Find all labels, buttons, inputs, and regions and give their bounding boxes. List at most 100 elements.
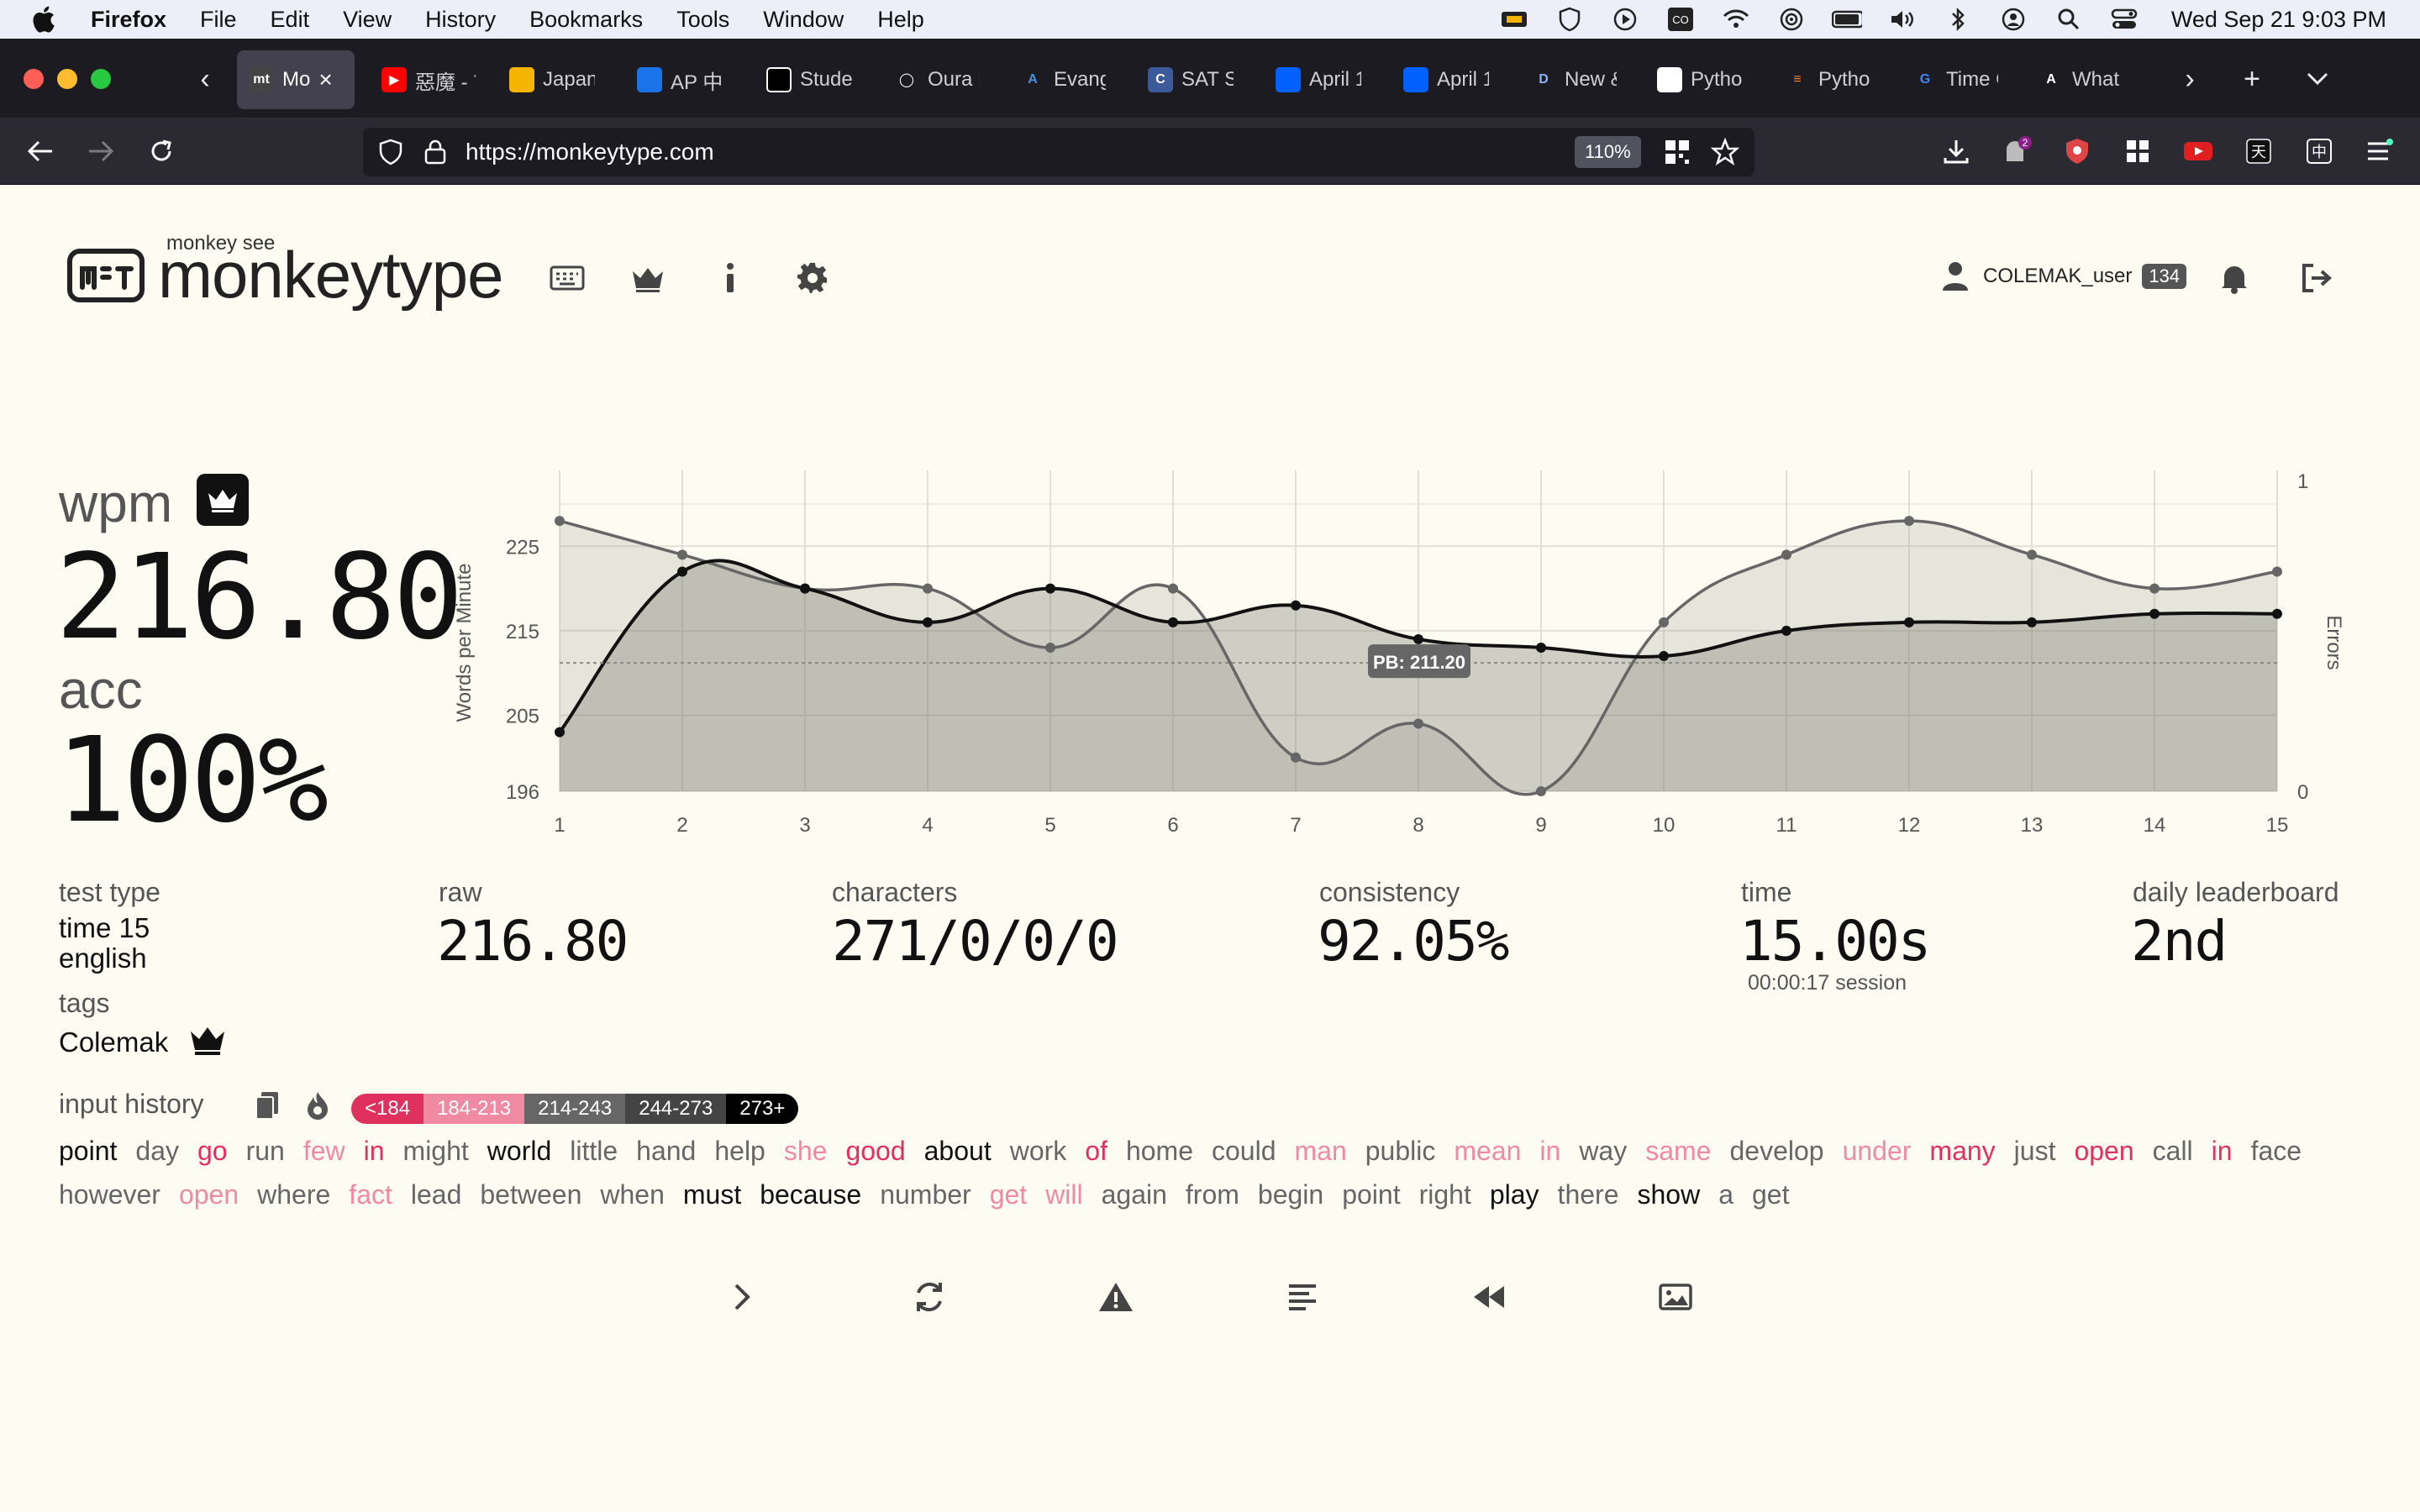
wifi-icon[interactable] (1721, 7, 1751, 32)
tag-colemak[interactable]: Colemak (59, 1026, 169, 1058)
history-word[interactable]: little (570, 1136, 618, 1166)
data-point-wpm[interactable] (2149, 608, 2160, 619)
shield-check-icon[interactable] (1555, 7, 1585, 32)
about-info-icon[interactable] (711, 259, 750, 297)
history-word[interactable]: open (178, 1179, 239, 1210)
history-word[interactable]: world (487, 1136, 552, 1166)
history-word[interactable]: in (2211, 1136, 2233, 1166)
tab-python-2[interactable]: ≡ Pytho (1773, 50, 1882, 109)
words-history-icon[interactable] (1279, 1273, 1326, 1320)
copy-words-icon[interactable] (250, 1089, 284, 1122)
data-point-wpm[interactable] (1536, 643, 1546, 653)
menu-view[interactable]: View (343, 6, 392, 32)
history-word[interactable]: point (59, 1136, 118, 1166)
tab-monkeytype[interactable]: mt Mo × (237, 50, 355, 109)
data-point-raw[interactable] (1781, 549, 1791, 560)
history-word[interactable]: might (402, 1136, 469, 1166)
history-word[interactable]: number (880, 1179, 971, 1210)
history-word[interactable]: point (1342, 1179, 1401, 1210)
data-point-wpm[interactable] (677, 566, 687, 577)
tracking-protection-icon[interactable] (378, 139, 403, 170)
characters-value[interactable]: 271/0/0/0 (832, 909, 1119, 974)
data-point-wpm[interactable] (1781, 625, 1791, 636)
apple-icon[interactable] (30, 5, 60, 34)
data-point-wpm[interactable] (2027, 617, 2037, 627)
close-window-button[interactable] (24, 69, 44, 89)
tab-youtube[interactable]: ▶ 惡魔 - Y (370, 50, 487, 109)
history-word[interactable]: from (1185, 1179, 1239, 1210)
history-word[interactable]: right (1418, 1179, 1471, 1210)
leaderboard-crown-icon[interactable] (629, 259, 667, 297)
monkeytype-logo-icon[interactable] (67, 249, 145, 307)
menu-bookmarks[interactable]: Bookmarks (529, 6, 644, 32)
close-tab-icon[interactable]: × (318, 66, 333, 92)
tab-ap-chinese[interactable]: AP 中文 (625, 50, 734, 109)
data-point-raw[interactable] (2149, 583, 2160, 594)
tab-slides[interactable]: Japan (497, 50, 607, 109)
history-word[interactable]: way (1579, 1136, 1628, 1166)
history-word[interactable]: show (1637, 1179, 1701, 1210)
tab-dropbox-2[interactable]: April 1 (1392, 50, 1501, 109)
data-point-raw[interactable] (2027, 549, 2037, 560)
data-point-raw[interactable] (1168, 583, 1178, 594)
history-word[interactable]: call (2152, 1136, 2193, 1166)
volume-icon[interactable] (1887, 7, 1918, 32)
time-value[interactable]: 15.00s (1739, 909, 1931, 974)
history-word[interactable]: good (845, 1136, 906, 1166)
user-circle-icon[interactable] (1998, 7, 2028, 32)
history-word[interactable]: open (2074, 1136, 2134, 1166)
history-word[interactable]: a (1718, 1179, 1733, 1210)
history-word[interactable]: play (1489, 1179, 1539, 1210)
menu-firefox[interactable]: Firefox (91, 6, 167, 32)
play-circle-icon[interactable] (1610, 7, 1640, 32)
tab-new[interactable]: D New & (1519, 50, 1628, 109)
data-point-raw[interactable] (677, 549, 687, 560)
data-point-wpm[interactable] (923, 617, 933, 627)
tab-sat[interactable]: C SAT S (1136, 50, 1245, 109)
forward-icon[interactable] (81, 131, 121, 171)
zoom-level-button[interactable]: 110% (1575, 136, 1641, 168)
vpn-icon[interactable] (1499, 7, 1529, 32)
history-word[interactable]: fact (349, 1179, 392, 1210)
qr-code-icon[interactable] (1664, 139, 1691, 170)
app-menu-icon[interactable] (2360, 131, 2400, 171)
history-word[interactable]: will (1045, 1179, 1083, 1210)
history-word[interactable]: because (760, 1179, 862, 1210)
data-point-wpm[interactable] (2272, 608, 2282, 619)
account-button[interactable]: COLEMAK_user 134 (1941, 260, 2187, 292)
data-point-raw[interactable] (555, 516, 565, 527)
minimize-window-button[interactable] (57, 69, 77, 89)
history-word[interactable]: under (1842, 1136, 1912, 1166)
control-center-icon[interactable] (2109, 7, 2139, 32)
extensions-grid-icon[interactable] (2118, 131, 2158, 171)
reload-icon[interactable] (141, 131, 182, 171)
username[interactable]: COLEMAK_user (1983, 265, 2133, 287)
history-word[interactable]: just (2013, 1136, 2056, 1166)
history-word[interactable]: in (1539, 1136, 1561, 1166)
tab-what[interactable]: A What (2027, 50, 2136, 109)
tab-python-1[interactable]: Pytho (1645, 50, 1754, 109)
wpm-value[interactable]: 216.80 (55, 529, 464, 666)
data-point-wpm[interactable] (1904, 617, 1914, 627)
history-word[interactable]: however (59, 1179, 160, 1210)
history-word[interactable]: again (1101, 1179, 1167, 1210)
data-point-wpm[interactable] (1168, 617, 1178, 627)
history-word[interactable]: help (714, 1136, 765, 1166)
data-point-raw[interactable] (1413, 718, 1423, 729)
report-warning-icon[interactable] (1092, 1273, 1139, 1320)
history-word[interactable]: mean (1454, 1136, 1522, 1166)
url-bar[interactable]: https://monkeytype.com 110% (363, 128, 1754, 176)
raw-value[interactable]: 216.80 (437, 909, 629, 974)
history-word[interactable]: many (1929, 1136, 1996, 1166)
data-point-wpm[interactable] (800, 583, 810, 594)
history-word[interactable]: face (2250, 1136, 2302, 1166)
history-word[interactable]: about (923, 1136, 992, 1166)
restart-icon[interactable] (906, 1273, 953, 1320)
history-word[interactable]: could (1212, 1136, 1276, 1166)
dictionary-extension-icon[interactable]: 天 (2238, 131, 2279, 171)
bookmark-star-icon[interactable] (1710, 137, 1740, 171)
screenshot-icon[interactable] (1652, 1273, 1699, 1320)
notifications-bell-icon[interactable] (2215, 259, 2254, 297)
data-point-raw[interactable] (1904, 516, 1914, 527)
data-point-raw[interactable] (2272, 566, 2282, 577)
